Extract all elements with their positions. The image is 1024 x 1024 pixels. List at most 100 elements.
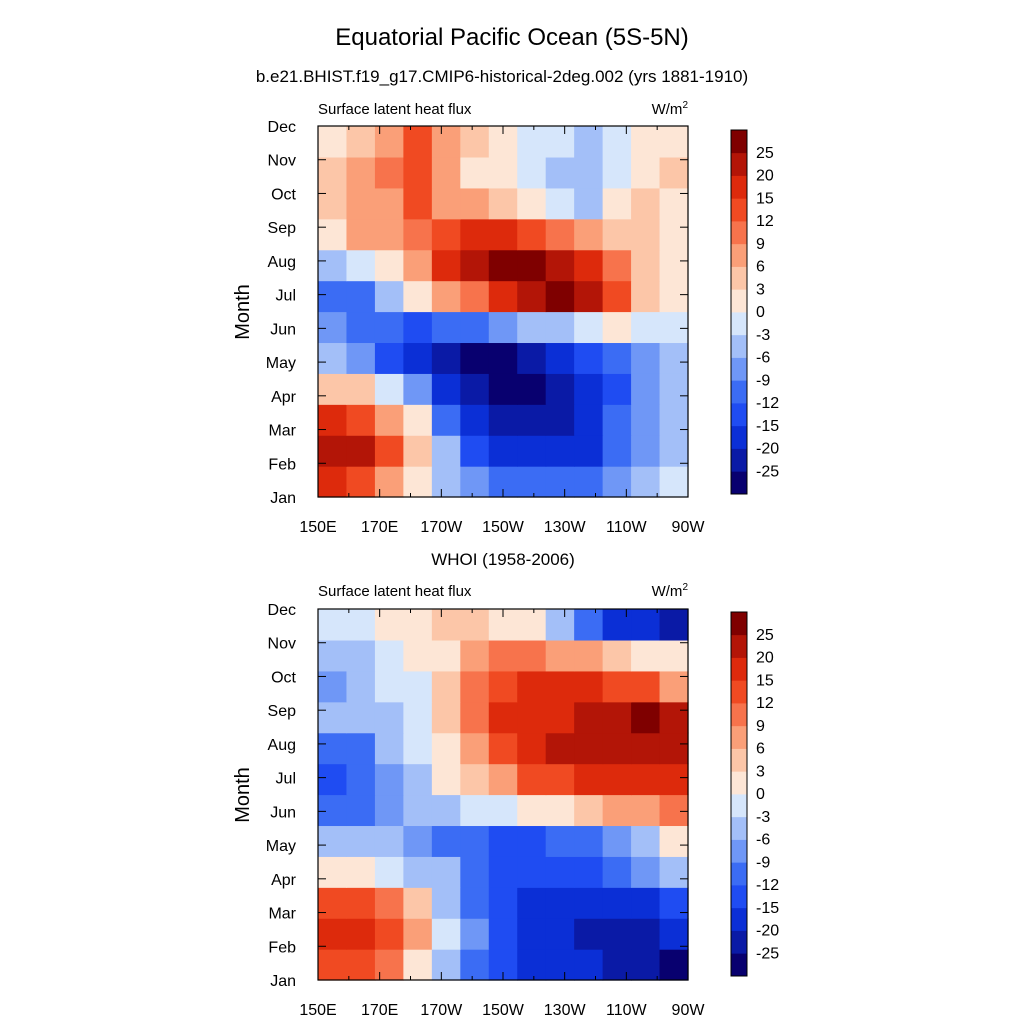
panel-whoi-cell bbox=[318, 918, 348, 950]
panel-whoi-y-tick-label: Jan bbox=[270, 973, 296, 990]
panel-whoi-cell bbox=[374, 856, 404, 888]
panel-model-cell bbox=[318, 342, 348, 374]
panel-whoi-colorbar-frame bbox=[730, 611, 748, 977]
panel-model-cell bbox=[659, 218, 689, 251]
panel-whoi-colorbar-box bbox=[731, 907, 747, 931]
panel-whoi-x-tick-label: 150E bbox=[299, 1002, 336, 1019]
panel-model-x-tick-label: 110W bbox=[606, 519, 648, 536]
panel-whoi-cell bbox=[346, 732, 376, 765]
panel-whoi-cell bbox=[659, 918, 689, 950]
panel-whoi-cell bbox=[431, 701, 461, 734]
panel-whoi-cell bbox=[431, 825, 461, 857]
panel-model-ylabel: Month bbox=[232, 284, 254, 340]
panel-whoi-colorbar-box bbox=[731, 885, 747, 909]
panel-model-colorbar-box bbox=[731, 266, 747, 290]
panel-whoi-cell bbox=[517, 701, 547, 734]
panel-model-cell bbox=[431, 280, 461, 313]
panel-model-cell bbox=[374, 404, 404, 436]
panel-model-y-tick-label: Dec bbox=[268, 119, 296, 136]
panel-whoi-cell bbox=[574, 949, 604, 981]
panel-model-cell bbox=[318, 404, 348, 436]
panel-model-colorbar-label: -9 bbox=[756, 372, 770, 389]
panel-model-colorbar-label: 6 bbox=[756, 259, 765, 276]
panel-model-y-tick-label: May bbox=[266, 355, 296, 372]
panel-model-cell bbox=[545, 249, 575, 282]
panel-model-colorbar-box bbox=[731, 471, 747, 495]
panel-whoi-cell bbox=[488, 887, 518, 919]
panel-model-cell bbox=[517, 126, 547, 158]
panel-whoi-colorbar-box bbox=[731, 794, 747, 818]
panel-whoi-cell bbox=[574, 794, 604, 827]
panel-model-cell bbox=[517, 435, 547, 467]
panel-model-cell bbox=[659, 156, 689, 189]
panel-whoi-cell bbox=[517, 856, 547, 888]
panel-whoi-cell bbox=[574, 887, 604, 919]
panel-whoi-cell bbox=[488, 701, 518, 734]
panel-whoi-cell bbox=[374, 918, 404, 950]
panel-model-cell bbox=[545, 311, 575, 344]
panel-whoi-cell bbox=[602, 763, 632, 796]
panel-model-cell bbox=[460, 249, 490, 282]
panel-model-y-axis: Jan Feb Mar Apr May Jun Jul Aug Sep Oct Nov Dec bbox=[266, 119, 688, 507]
panel-model-cell bbox=[460, 218, 490, 251]
panel-whoi-colorbar-label: -9 bbox=[756, 854, 770, 871]
panel-model-colorbar-box bbox=[731, 221, 747, 245]
panel-whoi-colorbar-label: -25 bbox=[756, 945, 779, 962]
panel-model-cell bbox=[631, 404, 661, 436]
panel-model-cell bbox=[431, 311, 461, 344]
panel-whoi-cell bbox=[631, 918, 661, 950]
panel-model-cell bbox=[403, 126, 433, 158]
panel-whoi-cell bbox=[602, 670, 632, 703]
panel-whoi-cell bbox=[431, 856, 461, 888]
panel-model-cell bbox=[403, 435, 433, 467]
panel-model-cell bbox=[431, 342, 461, 374]
panel-whoi-cell bbox=[602, 701, 632, 734]
panel-model-y-tick-label: Jul bbox=[276, 288, 296, 305]
panel-model-cell bbox=[602, 404, 632, 436]
panel-whoi-cell bbox=[374, 670, 404, 703]
panel-model-cell bbox=[659, 280, 689, 313]
panel-model-cell bbox=[631, 126, 661, 158]
panel-model-cell bbox=[574, 373, 604, 405]
panel-model-cell bbox=[602, 466, 632, 498]
panel-whoi-cell bbox=[346, 670, 376, 703]
panel-whoi-cell bbox=[460, 794, 490, 827]
panel-model-cell bbox=[460, 435, 490, 467]
panel-whoi-cell bbox=[488, 794, 518, 827]
panel-whoi-units-sup: 2 bbox=[682, 582, 688, 593]
panel-model-colorbar-box bbox=[731, 312, 747, 336]
panel-model-x-tick-label: 170E bbox=[361, 519, 398, 536]
panel-whoi-cell bbox=[318, 609, 348, 641]
panel-model-heatmap bbox=[318, 126, 689, 498]
panel-whoi-colorbar-label: 15 bbox=[756, 672, 774, 689]
panel-whoi-cell bbox=[631, 949, 661, 981]
panel-whoi-cell bbox=[574, 732, 604, 765]
panel-whoi-colorbar-box bbox=[731, 930, 747, 954]
panel-model-cell bbox=[318, 249, 348, 282]
panel-model-colorbar-label: 9 bbox=[756, 236, 765, 253]
panel-whoi-cell bbox=[460, 918, 490, 950]
panel-whoi-cell bbox=[374, 763, 404, 796]
panel-model-cell bbox=[574, 311, 604, 344]
panel-whoi-cell bbox=[659, 732, 689, 765]
panel-whoi-cell bbox=[346, 794, 376, 827]
panel-model-cell bbox=[631, 342, 661, 374]
panel-whoi-x-tick-label: 130W bbox=[544, 1002, 587, 1019]
panel-whoi-cell bbox=[346, 639, 376, 672]
panel-whoi-x-axis: 150E 170E 170W 150W 130W 110W 90W bbox=[299, 609, 705, 1019]
panel-whoi-cell bbox=[318, 794, 348, 827]
panel-whoi-cell bbox=[545, 949, 575, 981]
panel-model-cell bbox=[374, 280, 404, 313]
panel-model-cell bbox=[318, 218, 348, 251]
panel-model-colorbar-box bbox=[731, 130, 747, 154]
panel-model-cell bbox=[517, 218, 547, 251]
panel-model-colorbar-label: 15 bbox=[756, 190, 774, 207]
panel-whoi-colorbar-label: -3 bbox=[756, 809, 770, 826]
panel-whoi-cell bbox=[403, 856, 433, 888]
panel-whoi-colorbar-box bbox=[731, 703, 747, 727]
panel-model-cell bbox=[517, 187, 547, 220]
panel-model-cell bbox=[403, 404, 433, 436]
panel-whoi-cell bbox=[431, 794, 461, 827]
panel-whoi-y-tick-label: Jul bbox=[276, 771, 296, 788]
panel-whoi-cell bbox=[517, 609, 547, 641]
